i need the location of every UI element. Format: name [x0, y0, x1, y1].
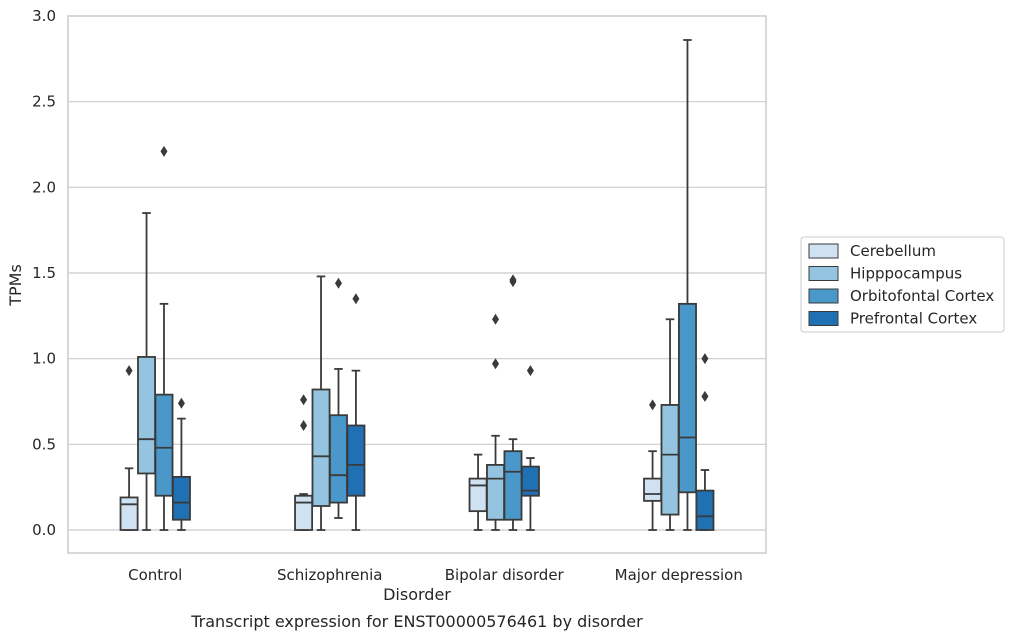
- box-plot-group: [486, 313, 505, 531]
- y-tick-label: 0.0: [32, 521, 56, 539]
- box-plot-group: [678, 39, 697, 531]
- box-plot-group: [643, 399, 663, 531]
- outlier-point: [125, 365, 133, 377]
- box-plot-group: [503, 274, 523, 531]
- box-iqr: [503, 450, 523, 521]
- y-tick-label: 0.5: [32, 435, 56, 453]
- x-axis-ticks: Control Schizophrenia Bipolar disorder Majo…: [128, 566, 743, 584]
- box-iqr: [643, 477, 663, 502]
- outlier-point: [649, 399, 657, 411]
- box-plot-marks: [119, 39, 715, 531]
- outlier-point: [300, 419, 308, 431]
- box-iqr: [678, 302, 697, 494]
- legend-label: Orbitofontal Cortex: [850, 287, 994, 305]
- chart-caption: Transcript expression for ENST0000057646…: [190, 612, 643, 631]
- outlier-point: [300, 394, 308, 406]
- box-iqr: [468, 477, 488, 513]
- box-plot-group: [154, 145, 174, 531]
- y-tick-label: 1.5: [32, 264, 56, 282]
- box-iqr: [294, 494, 314, 531]
- x-tick-label: Schizophrenia: [277, 566, 382, 584]
- box-iqr: [660, 404, 680, 516]
- legend-label: Hipppocampus: [850, 265, 962, 283]
- legend-swatch: [808, 243, 839, 259]
- legend: Cerebellum Hipppocampus Orbitofontal Corte…: [800, 236, 1005, 333]
- box-iqr: [486, 463, 505, 521]
- box-iqr: [311, 388, 331, 507]
- box-plot-group: [468, 453, 488, 531]
- outlier-point: [160, 145, 168, 157]
- outlier-point: [509, 274, 517, 286]
- box-plot-group: [695, 353, 715, 531]
- outlier-point: [492, 313, 500, 325]
- y-tick-label: 1.0: [32, 350, 56, 368]
- outlier-point: [526, 365, 534, 377]
- box-iqr: [171, 475, 191, 521]
- x-tick-label: Major depression: [615, 566, 743, 584]
- legend-swatch: [808, 266, 839, 281]
- box-plot-group: [329, 277, 348, 519]
- outlier-point: [701, 390, 709, 402]
- box-plot-group: [311, 275, 331, 531]
- box-plot-group: [119, 365, 139, 531]
- box-iqr: [154, 393, 174, 497]
- box-iqr: [329, 414, 348, 504]
- y-axis-label: TPMs: [6, 264, 25, 307]
- legend-swatch: [808, 288, 839, 304]
- box-iqr: [119, 496, 139, 531]
- y-tick-label: 2.0: [32, 178, 56, 196]
- legend-label: Prefrontal Cortex: [850, 310, 977, 328]
- box-plot-group: [294, 394, 314, 531]
- y-axis-ticks: 0.0 0.5 1.0 1.5 2.0 2.5 3.0: [32, 7, 56, 539]
- legend-swatch: [808, 311, 839, 326]
- box-plot-group: [660, 318, 680, 531]
- box-iqr: [346, 424, 366, 497]
- y-tick-label: 3.0: [32, 7, 56, 25]
- x-axis-label: Disorder: [383, 585, 451, 604]
- outlier-point: [492, 358, 500, 370]
- box-plot-group: [171, 397, 191, 531]
- legend-frame: [800, 236, 1005, 333]
- x-tick-label: Bipolar disorder: [445, 566, 565, 584]
- box-iqr: [695, 489, 715, 531]
- plot-frame: [67, 15, 767, 554]
- x-tick-label: Control: [128, 566, 182, 584]
- box-plot-group: [520, 365, 540, 531]
- outlier-point: [177, 397, 185, 409]
- outlier-point: [334, 277, 342, 289]
- box-iqr: [520, 465, 540, 497]
- box-iqr: [137, 356, 156, 475]
- box-plot-group: [346, 293, 366, 531]
- y-tick-label: 2.5: [32, 93, 56, 111]
- box-plot-group: [137, 212, 156, 531]
- outlier-point: [701, 353, 709, 365]
- outlier-point: [352, 293, 360, 305]
- legend-label: Cerebellum: [850, 242, 936, 260]
